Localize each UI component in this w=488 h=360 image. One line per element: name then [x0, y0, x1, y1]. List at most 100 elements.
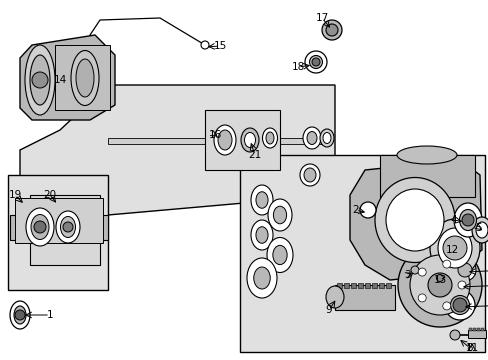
Bar [15, 198, 103, 243]
Ellipse shape [253, 267, 270, 289]
Ellipse shape [374, 177, 454, 262]
Ellipse shape [255, 192, 267, 208]
Ellipse shape [26, 208, 54, 246]
Text: 9: 9 [325, 305, 332, 315]
Circle shape [442, 260, 450, 268]
Bar [476, 328, 479, 331]
Text: 2: 2 [352, 205, 359, 215]
Ellipse shape [325, 24, 337, 36]
Ellipse shape [244, 132, 255, 148]
Ellipse shape [325, 286, 343, 308]
Polygon shape [30, 195, 100, 265]
Bar [334, 285, 394, 310]
Circle shape [461, 214, 473, 226]
Circle shape [427, 273, 451, 297]
Circle shape [457, 281, 465, 289]
Ellipse shape [321, 20, 341, 40]
Circle shape [409, 255, 469, 315]
Ellipse shape [436, 274, 443, 282]
Text: 18: 18 [291, 62, 304, 72]
Bar [385, 283, 390, 288]
Circle shape [397, 243, 481, 327]
Ellipse shape [319, 129, 333, 147]
Ellipse shape [272, 246, 286, 265]
Ellipse shape [14, 306, 26, 324]
Ellipse shape [214, 125, 236, 155]
Bar [10, 215, 108, 240]
Bar [108, 138, 327, 144]
Ellipse shape [250, 185, 272, 215]
Ellipse shape [410, 266, 418, 274]
Bar [336, 283, 341, 288]
Text: 4: 4 [450, 215, 456, 225]
Ellipse shape [437, 228, 471, 268]
Text: 15: 15 [213, 41, 226, 51]
Bar [343, 283, 348, 288]
Ellipse shape [304, 168, 315, 182]
Bar [472, 328, 475, 331]
Text: 16: 16 [208, 130, 221, 140]
Ellipse shape [459, 210, 475, 230]
Circle shape [34, 221, 46, 233]
Text: 14: 14 [53, 75, 66, 85]
Text: 11: 11 [465, 343, 478, 353]
Ellipse shape [241, 128, 259, 152]
Bar [364, 283, 369, 288]
Bar [357, 283, 362, 288]
Text: 8: 8 [466, 343, 472, 353]
Text: 19: 19 [8, 190, 21, 200]
Ellipse shape [218, 130, 231, 150]
Ellipse shape [444, 290, 474, 320]
Polygon shape [8, 175, 108, 290]
Bar [55, 45, 110, 110]
Ellipse shape [273, 206, 286, 224]
Ellipse shape [267, 199, 291, 231]
Ellipse shape [262, 128, 277, 148]
Text: 12: 12 [445, 245, 458, 255]
Circle shape [442, 236, 466, 260]
Ellipse shape [30, 55, 50, 105]
Ellipse shape [429, 219, 479, 277]
Polygon shape [240, 155, 484, 352]
Ellipse shape [471, 217, 488, 243]
Ellipse shape [303, 127, 320, 149]
Ellipse shape [305, 51, 326, 73]
Polygon shape [20, 85, 334, 215]
Ellipse shape [309, 55, 322, 68]
Ellipse shape [299, 164, 319, 186]
Bar [204, 110, 280, 170]
Ellipse shape [396, 146, 456, 164]
Text: 21: 21 [248, 150, 261, 160]
Ellipse shape [457, 263, 471, 277]
Circle shape [452, 298, 466, 312]
Ellipse shape [10, 301, 30, 329]
Circle shape [442, 302, 450, 310]
Ellipse shape [475, 222, 487, 238]
Bar [350, 283, 355, 288]
Text: 1: 1 [46, 310, 53, 320]
Text: 20: 20 [43, 190, 57, 200]
Bar [378, 283, 383, 288]
Circle shape [359, 202, 375, 218]
Ellipse shape [71, 50, 99, 105]
Ellipse shape [255, 227, 267, 243]
Bar [468, 328, 471, 331]
Text: 3: 3 [403, 270, 409, 280]
Ellipse shape [385, 189, 443, 251]
Ellipse shape [76, 59, 94, 97]
Ellipse shape [306, 131, 316, 144]
Ellipse shape [453, 203, 481, 237]
Circle shape [417, 294, 426, 302]
Ellipse shape [265, 132, 273, 144]
Text: 17: 17 [315, 13, 328, 23]
Ellipse shape [449, 296, 468, 315]
Ellipse shape [31, 215, 49, 239]
Circle shape [417, 268, 426, 276]
Ellipse shape [323, 132, 330, 144]
Ellipse shape [250, 220, 272, 250]
Circle shape [63, 222, 73, 232]
Bar [379, 155, 474, 197]
Text: 5: 5 [475, 223, 481, 233]
Ellipse shape [246, 258, 276, 298]
Bar [371, 283, 376, 288]
